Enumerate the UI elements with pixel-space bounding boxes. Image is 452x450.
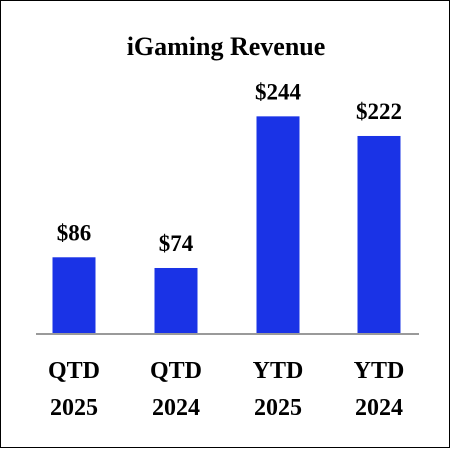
x-tick-label-2-line-1: 2025 xyxy=(254,395,302,421)
x-tick-label-0-line-1: 2025 xyxy=(50,395,98,421)
x-tick-label-1-line-0: QTD xyxy=(150,358,202,384)
x-tick-label-3-line-1: 2024 xyxy=(355,395,403,421)
labels-group: $86 $74 $244 $222 xyxy=(57,79,402,256)
bars-group xyxy=(52,116,401,335)
data-label-3: $222 xyxy=(356,99,402,124)
x-tick-label-0-line-0: QTD xyxy=(48,358,100,384)
x-tick-label-1-line-1: 2024 xyxy=(152,395,200,421)
data-label-1: $74 xyxy=(159,231,194,256)
data-label-0: $86 xyxy=(57,220,92,245)
chart-title: iGaming Revenue xyxy=(127,32,326,61)
x-tick-label-2-line-0: YTD xyxy=(253,358,304,384)
data-label-2: $244 xyxy=(255,79,302,104)
bar-0 xyxy=(52,257,96,334)
x-tick-label-3-line-0: YTD xyxy=(354,358,405,384)
bar-3 xyxy=(357,135,401,334)
bar-1 xyxy=(154,267,198,334)
ticks-group: QTD 2025 QTD 2024 YTD 2025 YTD 2024 xyxy=(48,358,404,421)
bar-2 xyxy=(256,116,300,335)
